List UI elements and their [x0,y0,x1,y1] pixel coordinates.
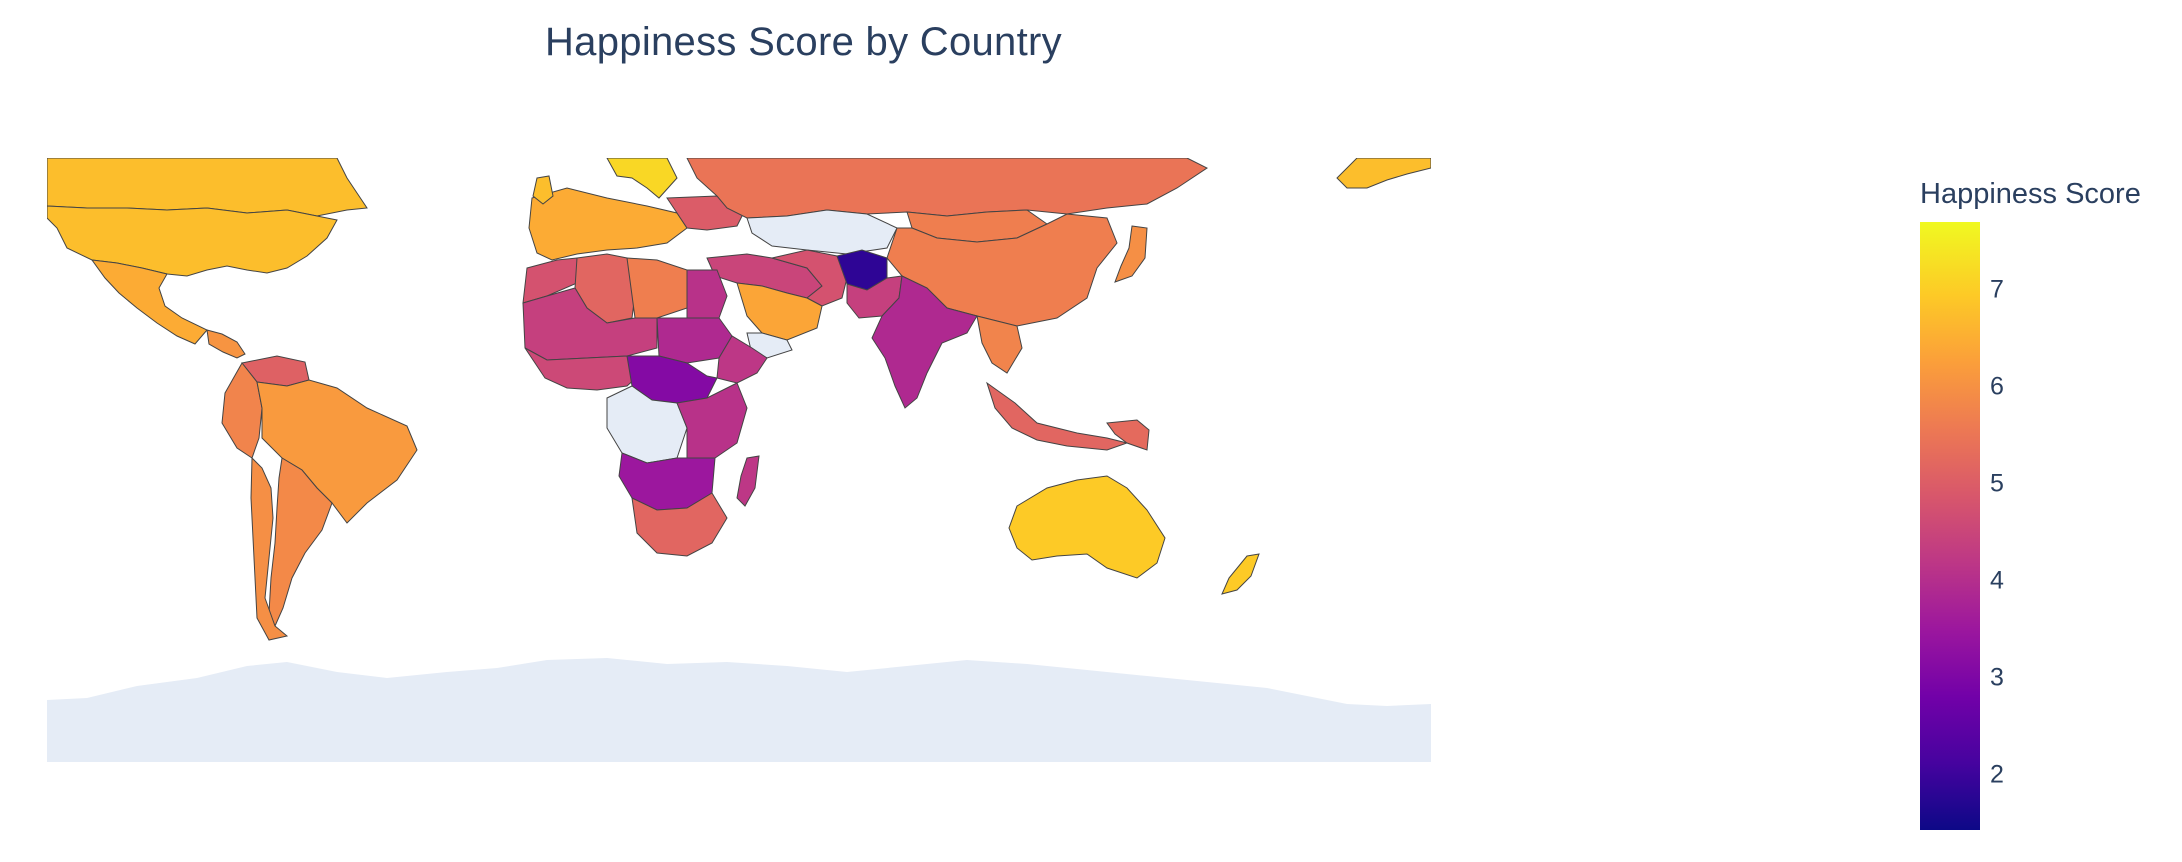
region-new-zealand[interactable] [1221,553,1260,595]
region-congo [606,385,688,464]
colorbar-tick: 5 [1990,469,2004,498]
region-europe-west[interactable] [528,187,688,261]
region-brazil[interactable] [256,379,418,524]
region-south-africa[interactable] [631,492,728,557]
region-kazakhstan[interactable] [746,209,898,255]
region-madagascar[interactable] [736,455,760,507]
region-papua[interactable] [1106,419,1150,451]
chart-title: Happiness Score by Country [545,20,1062,64]
region-east-africa[interactable] [676,382,748,459]
region-japan[interactable] [1114,225,1148,283]
region-southeast-asia[interactable] [976,315,1023,374]
colorbar [1920,222,1980,830]
region-central-america[interactable] [206,329,246,359]
map-svg [47,158,1431,762]
colorbar-tick: 6 [1990,372,2004,401]
colorbar-tick: 2 [1990,760,2004,789]
region-europe-north[interactable] [606,158,678,199]
region-ethiopia-horn[interactable] [716,335,768,384]
region-alaska[interactable] [1336,158,1431,189]
region-libya[interactable] [626,257,688,319]
colorbar-tick: 7 [1990,275,2004,304]
region-indonesia[interactable] [986,381,1129,451]
colorbar-title: Happiness Score [1920,178,2141,210]
choropleth-map[interactable] [47,158,1431,762]
region-saudi-arabia[interactable] [736,282,823,341]
region-russia[interactable] [686,158,1208,219]
region-united-states[interactable] [47,205,338,277]
region-egypt[interactable] [686,269,728,319]
colorbar-tick: 3 [1990,663,2004,692]
region-argentina[interactable] [268,457,333,628]
region-india[interactable] [871,275,978,409]
region-uk[interactable] [532,175,554,205]
region-australia[interactable] [1008,475,1166,579]
region-chile[interactable] [250,456,289,641]
region-canada[interactable] [47,158,368,217]
region-antarctica [47,658,1431,762]
colorbar-tick: 4 [1990,566,2004,595]
region-iran[interactable] [771,249,848,307]
